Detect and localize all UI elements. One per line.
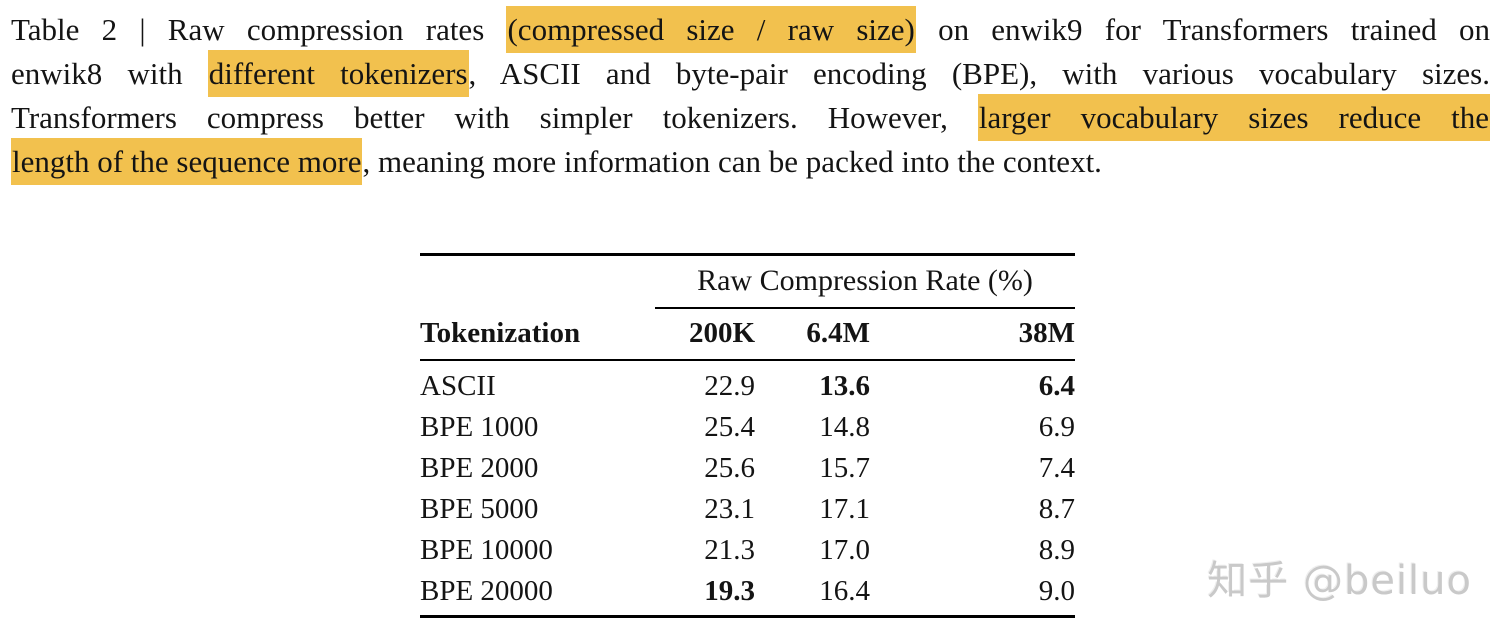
empty-corner-cell <box>420 255 655 309</box>
group-header-row: Raw Compression Rate (%) <box>420 254 1075 309</box>
highlighted-text: (compressed size / raw size) <box>506 6 916 53</box>
row-label: BPE 5000 <box>420 493 539 525</box>
value-cell: 8.7 <box>1038 493 1075 525</box>
value-cell: 23.1 <box>704 493 755 525</box>
value-cell: 8.9 <box>1038 534 1075 566</box>
caption-text: enwik8 with <box>11 56 208 91</box>
value-cell: 19.3 <box>704 575 755 607</box>
row-label: ASCII <box>420 370 496 402</box>
column-header-38m: 38M <box>870 308 1075 361</box>
caption-text: on enwik9 for Transformers trained on <box>915 12 1490 47</box>
group-header-raw-compression-rate: Raw Compression Rate (%) <box>655 254 1075 309</box>
table-row: BPE 5000 23.1 17.1 8.7 <box>420 488 1075 529</box>
value-cell: 9.0 <box>1038 575 1075 607</box>
table-caption: Table 2 | Raw compression rates (compres… <box>11 6 1490 185</box>
value-cell: 25.4 <box>704 411 755 443</box>
row-label: BPE 1000 <box>420 411 539 443</box>
value-cell: 16.4 <box>819 575 870 607</box>
highlighted-text: length of the sequence more <box>11 138 363 185</box>
compression-table: Raw Compression Rate (%) Tokenization 20… <box>420 253 1075 618</box>
table-area: Raw Compression Rate (%) Tokenization 20… <box>420 253 1075 618</box>
table-row: ASCII 22.9 13.6 6.4 <box>420 360 1075 406</box>
value-cell: 15.7 <box>819 452 870 484</box>
highlighted-text: different tokenizers <box>207 50 469 97</box>
caption-line: length of the sequence more, meaning mor… <box>11 138 1490 185</box>
watermark: 知乎 @beiluo <box>1207 548 1472 606</box>
value-cell: 6.9 <box>1038 411 1075 443</box>
value-cell: 25.6 <box>704 452 755 484</box>
column-header-6.4m: 6.4M <box>755 308 870 361</box>
value-cell: 13.6 <box>819 370 870 402</box>
caption-text: Transformers compress better with simple… <box>11 100 978 135</box>
value-cell: 17.1 <box>819 493 870 525</box>
caption-text: Table 2 | Raw compression rates <box>11 12 507 47</box>
row-label: BPE 20000 <box>420 575 553 607</box>
value-cell: 22.9 <box>704 370 755 402</box>
value-cell: 6.4 <box>1038 370 1075 402</box>
column-header-row: Tokenization 200K 6.4M 38M <box>420 308 1075 361</box>
value-cell: 14.8 <box>819 411 870 443</box>
table-row: BPE 1000 25.4 14.8 6.9 <box>420 406 1075 447</box>
value-cell: 7.4 <box>1038 452 1075 484</box>
row-label: BPE 2000 <box>420 452 539 484</box>
caption-line: Transformers compress better with simple… <box>11 94 1490 141</box>
column-header-tokenization: Tokenization <box>420 308 655 361</box>
watermark-text: 知乎 @beiluo <box>1207 558 1472 604</box>
table-row: BPE 20000 19.3 16.4 9.0 <box>420 570 1075 617</box>
row-label: BPE 10000 <box>420 534 553 566</box>
column-header-200k: 200K <box>655 308 755 361</box>
value-cell: 21.3 <box>704 534 755 566</box>
highlighted-text: larger vocabulary sizes reduce the <box>977 94 1490 141</box>
caption-text: , ASCII and byte-pair encoding (BPE), wi… <box>468 56 1490 91</box>
caption-text: , meaning more information can be packed… <box>362 144 1102 179</box>
table-row: BPE 10000 21.3 17.0 8.9 <box>420 529 1075 570</box>
caption-line: enwik8 with different tokenizers, ASCII … <box>11 50 1490 97</box>
table-row: BPE 2000 25.6 15.7 7.4 <box>420 447 1075 488</box>
value-cell: 17.0 <box>819 534 870 566</box>
caption-line: Table 2 | Raw compression rates (compres… <box>11 6 1490 53</box>
